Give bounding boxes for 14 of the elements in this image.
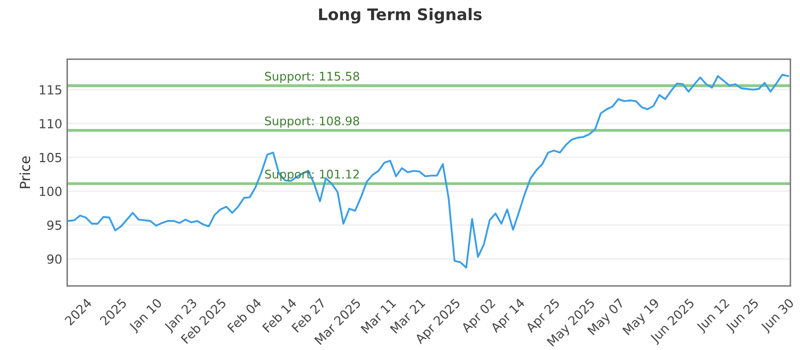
y-tick-label: 100 (40, 186, 62, 196)
chart-title: Long Term Signals (319, 8, 482, 24)
x-tick-label: Feb 04 (226, 298, 262, 333)
y-tick-label: 90 (47, 254, 62, 264)
ref-line-label: Support: 115.58 (265, 72, 360, 83)
y-tick-label: 105 (40, 152, 62, 162)
line-series (67, 74, 789, 269)
ref-line-label: Support: 108.98 (265, 116, 360, 128)
x-tick-label: Jun 30 (760, 298, 796, 334)
y-axis-title: Price (19, 156, 30, 188)
y-tick-label: 115 (40, 85, 62, 95)
y-tick-label: 95 (47, 220, 62, 230)
x-tick-label: Jan 10 (128, 298, 164, 334)
y-tick-label: 110 (40, 118, 62, 128)
